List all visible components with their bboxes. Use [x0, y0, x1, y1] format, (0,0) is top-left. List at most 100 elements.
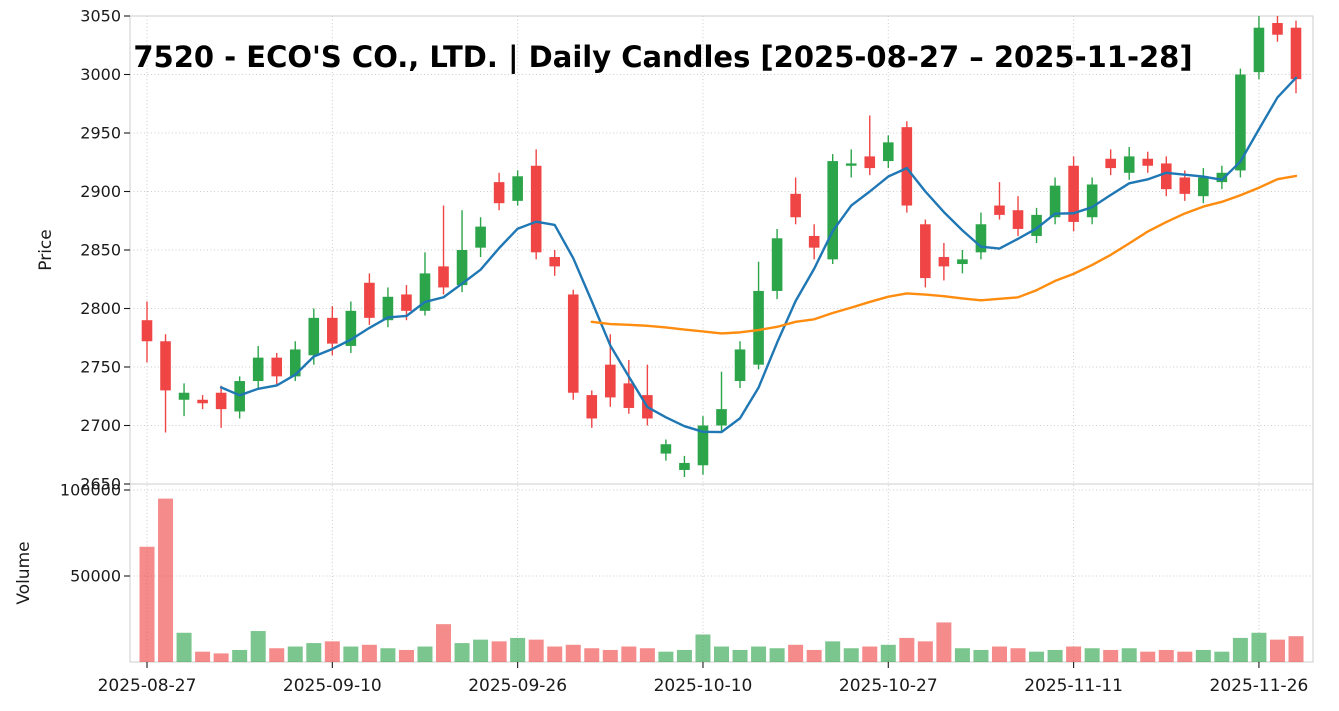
volume-bar	[621, 646, 637, 662]
price-tick-label: 2850	[80, 241, 121, 260]
volume-bars	[139, 498, 1304, 662]
candle-body	[1253, 27, 1265, 73]
date-tick-label: 2025-10-10	[654, 676, 753, 696]
volume-bar	[510, 637, 526, 662]
candle-body	[141, 320, 153, 342]
volume-bar	[528, 639, 544, 662]
volume-bar	[862, 646, 878, 662]
candles	[141, 16, 1302, 477]
price-tick-label: 2800	[80, 299, 121, 318]
candle-body	[419, 273, 431, 311]
volume-bar	[714, 646, 729, 662]
candle-body	[364, 282, 375, 318]
volume-bar	[417, 646, 433, 662]
volume-bar	[1158, 649, 1174, 662]
volume-bar	[880, 644, 896, 662]
volume-bar	[806, 649, 822, 662]
candle-body	[994, 205, 1005, 215]
volume-bar	[1177, 651, 1193, 662]
price-tick-label: 2900	[80, 182, 121, 201]
volume-bar	[436, 624, 452, 662]
volume-panel-border	[129, 483, 1314, 663]
volume-bar	[973, 649, 989, 662]
gridlines	[130, 15, 1313, 662]
volume-bar	[176, 632, 192, 662]
candle-body	[605, 364, 616, 398]
candle-body	[734, 349, 746, 382]
volume-bar	[1047, 649, 1063, 662]
volume-bar	[788, 644, 804, 662]
candle-body	[308, 317, 320, 356]
ma25-line	[590, 174, 1298, 335]
volume-bar	[491, 641, 507, 662]
candle-body	[1290, 27, 1302, 80]
volume-bar	[1232, 637, 1248, 662]
candle-body	[1160, 163, 1172, 190]
candle-body	[808, 235, 820, 248]
candle-body	[827, 161, 838, 260]
volume-bar	[954, 648, 970, 662]
volume-bar	[676, 649, 692, 662]
volume-bar	[1121, 648, 1137, 662]
candle-body	[864, 156, 876, 169]
candle-body	[845, 163, 857, 166]
candle-body	[938, 257, 950, 267]
date-tick-label: 2025-09-10	[283, 676, 382, 696]
candle-body	[697, 425, 709, 466]
volume-bar	[213, 653, 229, 662]
volume-bar	[751, 646, 767, 662]
candle-body	[586, 395, 598, 419]
chart-title: 7520 - ECO'S CO., LTD. | Daily Candles […	[133, 40, 1193, 74]
candle-body	[771, 238, 783, 291]
price-tick-label: 2750	[80, 358, 121, 377]
volume-bar	[1214, 651, 1230, 662]
candle-body	[716, 409, 727, 426]
volume-bar	[343, 646, 359, 662]
candle-body	[1179, 177, 1191, 194]
volume-bar	[361, 644, 377, 662]
date-tick-label: 2025-11-26	[1210, 676, 1309, 696]
volume-bar	[1066, 646, 1082, 662]
candle-body	[1272, 23, 1283, 35]
price-tick-label: 3050	[80, 7, 121, 26]
volume-bar	[287, 646, 303, 662]
volume-bar	[1084, 648, 1100, 662]
volume-tick-label: 100000	[60, 481, 121, 500]
volume-bar	[1140, 651, 1156, 662]
price-tick-label: 2650	[80, 475, 121, 494]
candle-body	[679, 462, 690, 470]
volume-bar	[195, 651, 211, 662]
price-tick-label: 2950	[80, 124, 121, 143]
volume-bar	[1251, 632, 1267, 662]
candle-body	[790, 193, 801, 218]
volume-bar	[380, 648, 396, 662]
candle-body	[475, 226, 486, 248]
candle-body	[882, 142, 894, 162]
candle-body	[549, 257, 561, 267]
volume-tick-label: 50000	[70, 567, 121, 586]
volume-bar	[991, 646, 1007, 662]
price-axis-label: Price	[36, 229, 56, 271]
volume-bar	[1010, 648, 1026, 662]
volume-bar	[769, 648, 785, 662]
candle-body	[438, 266, 449, 288]
candle-body	[252, 357, 264, 382]
date-tick-label: 2025-09-26	[468, 676, 567, 696]
volume-bar	[250, 631, 266, 662]
volume-bar	[584, 648, 600, 662]
candle-body	[957, 259, 968, 265]
candle-body	[660, 444, 672, 454]
candle-body	[1049, 185, 1061, 218]
candle-body	[1235, 74, 1246, 171]
candle-body	[512, 176, 523, 201]
volume-bar	[306, 643, 322, 662]
volume-bar	[917, 641, 933, 662]
candle-body	[289, 349, 301, 377]
candle-body	[327, 317, 338, 344]
volume-bar	[324, 641, 340, 662]
candle-body	[215, 392, 227, 410]
candle-body	[623, 383, 635, 408]
candle-body	[1031, 214, 1042, 236]
